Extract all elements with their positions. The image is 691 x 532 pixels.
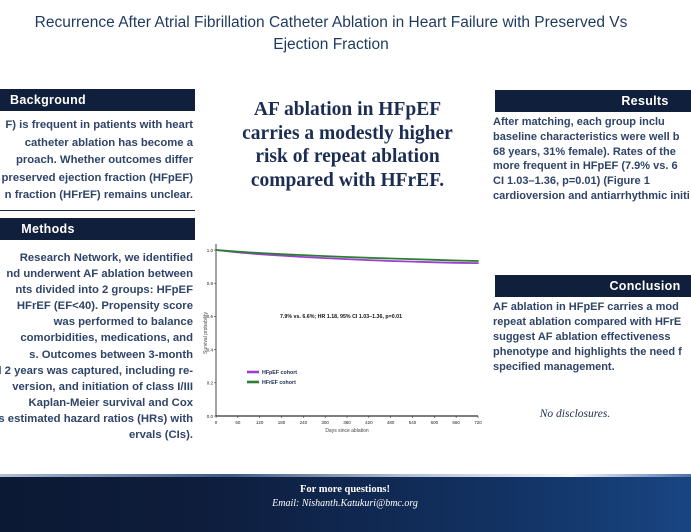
title-line-1: Recurrence After Atrial Fibrillation Cat… [34, 14, 628, 31]
x-tick-label: 180 [278, 420, 286, 425]
background-line: catheter ablation has become a [24, 136, 193, 149]
hr-annotation: 7.9% vs. 6.6%; HR 1.18, 95% CI 1.03–1.36… [280, 314, 402, 320]
methods-line: ervals (CIs). [128, 429, 193, 442]
x-tick-label: 540 [409, 420, 417, 425]
methods-line: HFrEF (EF<40). Propensity score [16, 300, 193, 313]
footer-questions: For more questions! [299, 484, 391, 495]
x-axis-title: Days since ablation [325, 428, 369, 434]
methods-line: comorbidities, medications, and [20, 332, 193, 345]
legend-label: HFpEF cohort [262, 370, 297, 376]
methods-line: version, and initiation of class I/III [12, 380, 193, 393]
statement-line: AF ablation in HFpEF [253, 99, 442, 120]
footer-bar: For more questions! Email: Nishanth.Katu… [0, 474, 691, 532]
statement-line: risk of repeat ablation [255, 146, 440, 167]
conclusion-line: AF ablation in HFpEF carries a mod [493, 301, 679, 313]
methods-text: Research Network, we identified nd under… [0, 250, 193, 443]
results-text: After matching, each group inclu baselin… [493, 115, 691, 204]
x-tick-label: 240 [300, 420, 308, 425]
x-tick-label: 420 [365, 420, 373, 425]
background-text: F) is frequent in patients with heart ca… [0, 117, 193, 205]
x-tick-label: 600 [431, 420, 439, 425]
results-line: After matching, each group inclu [493, 116, 665, 128]
y-axis-title: Survival probability [203, 312, 209, 354]
series-line [215, 249, 479, 265]
background-line: proach. Whether outcomes differ [15, 154, 193, 167]
background-line: F) is frequent in patients with heart [5, 119, 193, 131]
y-tick-label: 0.6 [207, 314, 214, 319]
poster-title: Recurrence After Atrial Fibrillation Cat… [0, 12, 691, 56]
section-divider [0, 210, 195, 211]
conclusion-header: Conclusion [495, 275, 691, 297]
statement-line: compared with HFrEF. [250, 169, 445, 191]
background-line: preserved ejection fraction (HFpEF) [1, 171, 193, 184]
y-tick-label: 0.0 [207, 414, 214, 419]
results-line: more frequent in HFpEF (7.9% vs. 6 [493, 160, 678, 173]
methods-line: nd underwent AF ablation between [6, 268, 193, 281]
x-tick-label: 60 [235, 420, 241, 425]
background-header: Background [0, 89, 195, 111]
x-tick-label: 360 [343, 420, 351, 425]
conclusion-line: phenotype and highlights the need f [493, 346, 682, 358]
x-tick-label: 660 [452, 420, 460, 425]
background-line: n fraction (HFrEF) remains unclear. [4, 189, 193, 202]
conclusion-line: suggest AF ablation effectiveness [493, 331, 671, 343]
footer-contact: For more questions! Email: Nishanth.Katu… [195, 483, 495, 510]
methods-line: d 2 years was captured, including re- [0, 364, 193, 377]
legend-label: HFrEF cohort [262, 380, 296, 386]
methods-header: Methods [0, 218, 195, 240]
methods-line: Kaplan-Meier survival and Cox [28, 396, 193, 409]
results-line: 68 years, 31% female). Rates of the [493, 145, 676, 158]
footer-email: Email: Nishanth.Katukuri@bmc.org [272, 498, 418, 509]
results-line: baseline characteristics were well b [493, 130, 680, 143]
x-tick-label: 120 [256, 420, 264, 425]
statement-line: carries a modestly higher [242, 122, 453, 144]
methods-line: was performed to balance [53, 316, 193, 329]
conclusion-line: repeat ablation compared with HFrE [493, 316, 682, 328]
results-line: CI 1.03–1.36, p=0.01) (Figure 1 [493, 175, 650, 188]
x-tick-label: 720 [474, 420, 482, 425]
conclusion-line: specified management. [493, 361, 615, 373]
y-tick-label: 0.2 [207, 381, 214, 386]
kaplan-meier-figure: 1.0 0.8 0.6 0.4 0.2 0.00 60 120 180 240 300 360 420 4… [203, 244, 482, 434]
methods-line: Research Network, we identified [19, 252, 193, 264]
title-line-2: Ejection Fraction [273, 36, 389, 53]
series-line [215, 249, 479, 262]
conclusion-text: AF ablation in HFpEF carries a mod repea… [493, 300, 691, 375]
methods-line: s. Outcomes between 3-month [29, 348, 193, 361]
disclosure-note: No disclosures. [539, 408, 611, 420]
methods-line: s estimated hazard ratios (HRs) with [0, 412, 193, 425]
y-tick-label: 0.8 [207, 281, 214, 286]
x-tick-label: 300 [321, 420, 329, 425]
y-tick-label: 0.4 [207, 347, 214, 352]
footer-highlight [0, 474, 691, 477]
key-statement: AF ablation in HFpEF carries a modestly … [210, 98, 485, 192]
results-header: Results [495, 90, 691, 112]
methods-line: nts divided into 2 groups: HFpEF [15, 284, 193, 297]
x-tick-label: 0 [215, 420, 218, 425]
x-tick-label: 480 [387, 420, 395, 425]
results-line: cardioversion and antiarrhythmic initi [493, 189, 690, 202]
y-tick-label: 1.0 [207, 248, 214, 253]
